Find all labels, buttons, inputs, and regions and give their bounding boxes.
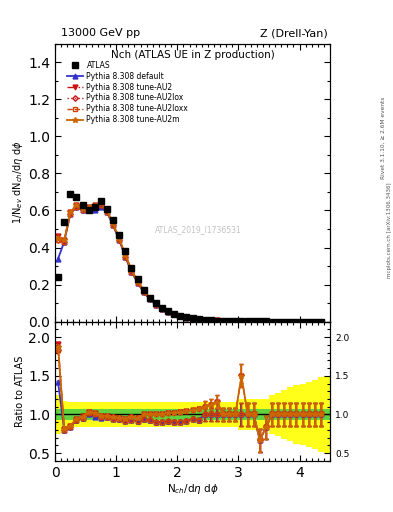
Text: Z (Drell-Yan): Z (Drell-Yan) [261,28,328,38]
Text: Rivet 3.1.10, ≥ 2.6M events: Rivet 3.1.10, ≥ 2.6M events [381,97,386,179]
Text: ATLAS_2019_I1736531: ATLAS_2019_I1736531 [155,225,241,234]
Text: mcplots.cern.ch [arXiv:1306.3436]: mcplots.cern.ch [arXiv:1306.3436] [387,183,392,278]
Legend: ATLAS, Pythia 8.308 default, Pythia 8.308 tune-AU2, Pythia 8.308 tune-AU2lox, Py: ATLAS, Pythia 8.308 default, Pythia 8.30… [64,58,191,127]
X-axis label: N$_{ch}$/d$\eta$ d$\phi$: N$_{ch}$/d$\eta$ d$\phi$ [167,482,219,497]
Y-axis label: Ratio to ATLAS: Ratio to ATLAS [15,355,26,427]
Y-axis label: 1/N$_{ev}$ dN$_{ch}$/d$\eta$ d$\phi$: 1/N$_{ev}$ dN$_{ch}$/d$\eta$ d$\phi$ [11,141,26,224]
Text: Nch (ATLAS UE in Z production): Nch (ATLAS UE in Z production) [111,51,274,60]
Text: 13000 GeV pp: 13000 GeV pp [61,28,140,38]
